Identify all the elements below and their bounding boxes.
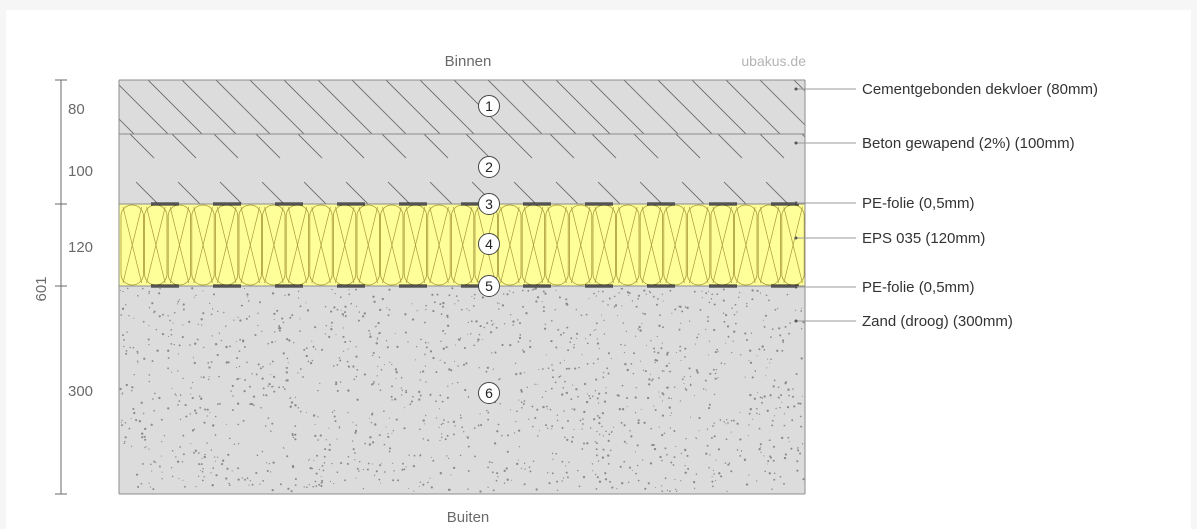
layer-marker-1: 1 — [478, 95, 500, 117]
leader-dots — [794, 87, 798, 323]
label-layer-3: PE-folie (0,5mm) — [862, 195, 975, 212]
watermark: ubakus.de — [741, 53, 806, 69]
layer-number-2: 2 — [485, 159, 493, 175]
leader-lines — [796, 88, 856, 322]
label-layer-4: EPS 035 (120mm) — [862, 230, 985, 247]
sand-texture — [119, 287, 805, 493]
concrete-hatch — [119, 134, 805, 204]
layer-insulation — [119, 204, 805, 286]
layer-marker-4: 4 — [478, 233, 500, 255]
label-layer-5: PE-folie (0,5mm) — [862, 279, 975, 296]
label-layer-2: Beton gewapend (2%) (100mm) — [862, 135, 1075, 152]
layer-marker-6: 6 — [478, 382, 500, 404]
layer-number-6: 6 — [485, 385, 493, 401]
layer-marker-3: 3 — [478, 193, 500, 215]
dimension-layer-4: 120 — [68, 239, 93, 256]
diagram-canvas: Binnen ubakus.de Buiten — [6, 10, 1191, 529]
floor-construction-diagram: Binnen ubakus.de Buiten — [33, 53, 1098, 526]
layer-number-4: 4 — [485, 236, 493, 252]
label-layer-6: Zand (droog) (300mm) — [862, 313, 1013, 330]
dimension-scale — [55, 79, 67, 495]
layer-number-1: 1 — [485, 98, 493, 114]
layer-marker-2: 2 — [478, 156, 500, 178]
layer-number-3: 3 — [485, 196, 493, 212]
dimension-total: 601 — [33, 276, 50, 301]
layer-number-5: 5 — [485, 278, 493, 294]
inside-label: Binnen — [445, 53, 492, 70]
layer-concrete — [119, 134, 805, 204]
label-layer-1: Cementgebonden dekvloer (80mm) — [862, 81, 1098, 98]
insulation-pattern — [120, 204, 805, 286]
dimension-layer-2: 100 — [68, 163, 93, 180]
dimension-layer-1: 80 — [68, 101, 85, 118]
layer-marker-5: 5 — [478, 275, 500, 297]
outside-label: Buiten — [447, 509, 490, 526]
layer-sand — [119, 286, 805, 494]
layer-screed — [119, 80, 805, 134]
dimension-layer-6: 300 — [68, 383, 93, 400]
